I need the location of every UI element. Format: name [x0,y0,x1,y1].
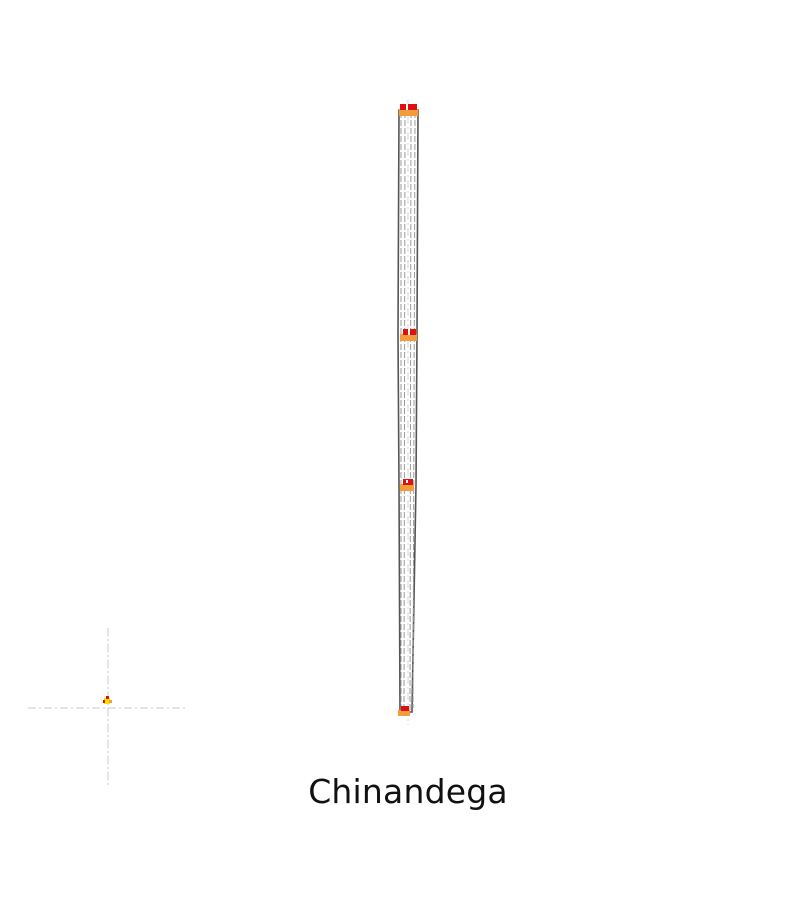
town-marker-icon [399,104,418,116]
route-shape [397,109,419,713]
route-inner-line [400,111,416,711]
route-outline [397,109,419,713]
place-name-label: Chinandega [308,772,508,811]
town-marker-icon [398,706,410,716]
town-marker-icon [400,479,414,491]
locator-inset [28,628,188,788]
town-marker-icon [400,329,417,341]
crosshair-locator-icon [103,696,112,704]
